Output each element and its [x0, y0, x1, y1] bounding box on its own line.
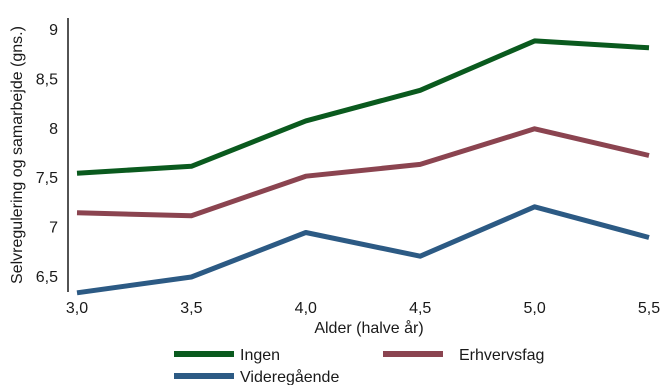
y-tick-label: 8 [49, 121, 58, 138]
x-tick-label: 3,5 [180, 300, 202, 317]
series-line-1 [76, 38, 650, 176]
x-axis-title: Alder (halve år) [314, 319, 423, 337]
legend: Ingen Erhvervsfag Videregående [174, 347, 544, 385]
x-tick-label: 5,5 [638, 300, 660, 317]
series-line-2 [76, 126, 650, 219]
x-tick-label: 4,5 [409, 300, 431, 317]
y-tick-label: 7,5 [36, 170, 58, 187]
y-axis-ticks: 6,5 7 7,5 8 8,5 9 [36, 22, 58, 286]
y-tick-label: 7 [49, 220, 58, 237]
legend-label-erhvervsfag: Erhvervsfag [459, 347, 544, 364]
x-axis-ticks: 3,0 3,5 4,0 4,5 5,0 5,5 [66, 300, 660, 317]
series-lines [76, 38, 650, 296]
x-tick-label: 5,0 [523, 300, 545, 317]
x-tick-label: 4,0 [295, 300, 317, 317]
y-tick-label: 6,5 [36, 269, 58, 286]
legend-label-ingen: Ingen [240, 347, 280, 364]
y-axis-title: Selvregulering og samarbejde (gns.) [9, 26, 26, 284]
x-tick-label: 3,0 [66, 300, 88, 317]
legend-label-videregaende: Videregående [240, 368, 339, 385]
series-line-3 [76, 204, 650, 296]
y-tick-label: 9 [49, 22, 58, 39]
y-tick-label: 8,5 [36, 71, 58, 88]
